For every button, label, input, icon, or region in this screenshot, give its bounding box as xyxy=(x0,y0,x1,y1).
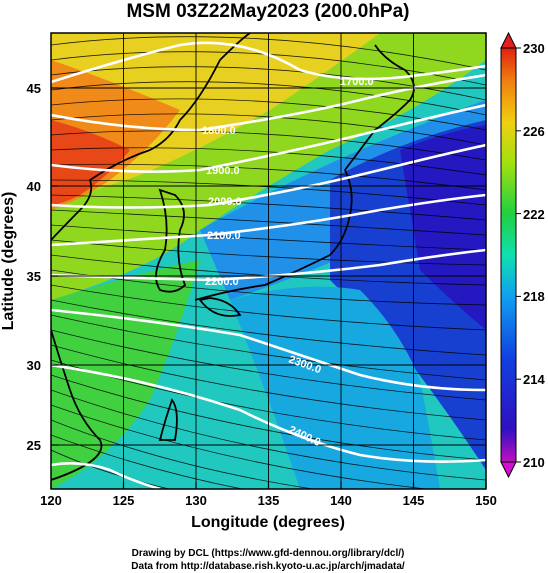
colorbar-tick-label: 222 xyxy=(523,207,545,222)
y-tick-label: 25 xyxy=(27,438,41,453)
credit-data: Data from http://database.rish.kyoto-u.a… xyxy=(131,561,405,572)
colorbar: 230 226 222 218 214 210 xyxy=(500,31,545,479)
colorbar-tick-label: 226 xyxy=(523,124,545,139)
field-band-cyan-south xyxy=(230,286,440,489)
coastline-kyushu xyxy=(198,297,242,317)
contour-label: 1900.0 xyxy=(206,165,240,177)
coastlines xyxy=(51,33,415,481)
contour-label: 2200.0 xyxy=(205,276,239,288)
y-tick-label: 35 xyxy=(27,269,41,284)
colorbar-max-arrow xyxy=(500,31,517,49)
x-axis-title: Longitude (degrees) xyxy=(191,514,345,531)
coastline-taiwan xyxy=(158,398,178,441)
x-tick-label: 135 xyxy=(258,493,280,508)
colorbar-tick-label: 230 xyxy=(523,41,545,56)
x-tick-label: 120 xyxy=(40,493,62,508)
contour-line xyxy=(51,308,486,392)
colorbar-tick-label: 214 xyxy=(523,372,545,387)
credit-drawing: Drawing by DCL (https://www.gfd-dennou.o… xyxy=(132,548,405,559)
y-axis-title: Latitude (degrees) xyxy=(0,192,17,331)
contour-label: 1700.0 xyxy=(340,76,374,88)
colorbar-min-arrow xyxy=(500,461,517,479)
x-tick-label: 150 xyxy=(475,493,497,508)
x-axis: 120 125 130 135 140 145 150 Longitude (d… xyxy=(40,482,497,531)
y-tick-label: 45 xyxy=(27,81,41,96)
coastline-china-south xyxy=(51,329,103,481)
contour-line xyxy=(51,363,486,463)
plot-area xyxy=(51,33,486,489)
contour-label: 2100.0 xyxy=(207,230,241,242)
x-tick-label: 125 xyxy=(113,493,135,508)
coastline-asia xyxy=(51,33,251,241)
field-band-green-sw xyxy=(51,260,200,489)
colorbar-tick-label: 218 xyxy=(523,289,545,304)
coastline-japan xyxy=(194,44,415,301)
coastline-korea xyxy=(155,188,187,293)
contour-line xyxy=(51,462,161,489)
field-band-darkblue xyxy=(400,125,486,330)
contour-line xyxy=(51,41,486,84)
contour-line xyxy=(51,103,486,173)
x-tick-label: 130 xyxy=(185,493,207,508)
contour-line xyxy=(51,193,486,247)
y-tick-label: 30 xyxy=(27,358,41,373)
x-tick-label: 145 xyxy=(403,493,425,508)
contour-line xyxy=(51,73,486,132)
y-tick-label: 40 xyxy=(27,179,41,194)
colorbar-scale xyxy=(500,47,517,463)
height-contours xyxy=(51,41,486,489)
y-axis: 45 40 35 30 25 Latitude (degrees) xyxy=(0,81,58,453)
field-band-red xyxy=(51,120,130,205)
chart-title: MSM 03Z22May2023 (200.0hPa) xyxy=(126,1,409,22)
contour-line xyxy=(51,143,486,209)
contour-label: 1800.0 xyxy=(202,125,236,137)
colorbar-tick-label: 210 xyxy=(523,455,545,470)
contour-label: 2000.0 xyxy=(208,196,242,208)
x-tick-label: 140 xyxy=(330,493,352,508)
contour-line xyxy=(51,248,486,282)
gridlines xyxy=(51,33,486,489)
